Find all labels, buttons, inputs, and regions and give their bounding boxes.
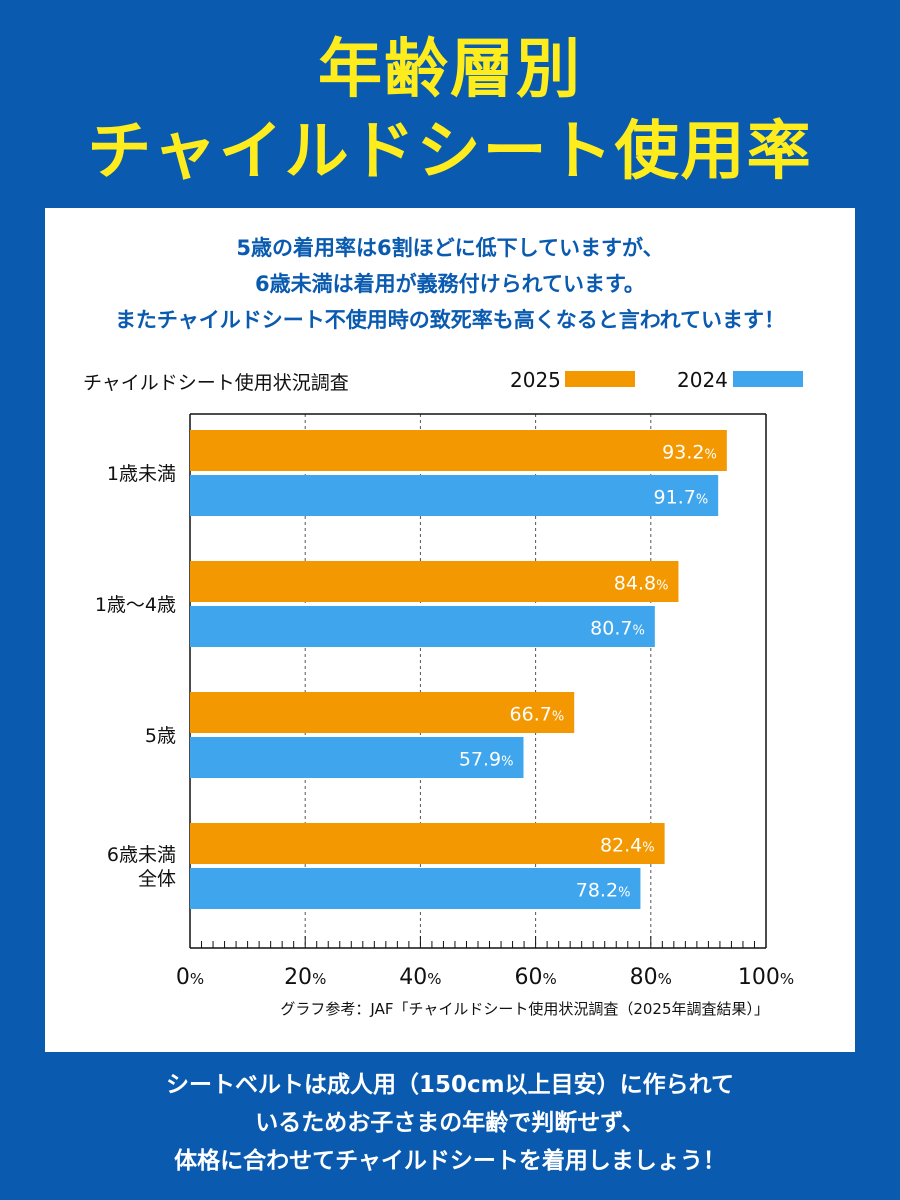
page-title-line1: 年齢層別 [318,33,582,107]
bar-2025 [190,430,727,471]
bar-value-label: 91.7% [654,487,709,509]
legend-label-2025: 2025 [510,368,561,392]
footer-line-3: 体格に合わせてチャイルドシートを着用しましょう！ [174,1148,726,1174]
content-panel: 5歳の着用率は6割ほどに低下していますが、 6歳未満は着用が義務付けられています… [45,208,855,1052]
bar-2025 [190,823,665,864]
bar-chart: 0% 20% 40% 60% 80% 100% 93.2% 91.7% 1歳未満 84.8% 80.… [95,413,794,1018]
chart-title: チャイルドシート使用状況調査 [83,372,349,394]
category-label: 6歳未満 [107,844,176,866]
bar-2024 [190,868,641,909]
bar-value-label: 84.8% [614,573,669,595]
category-label: 全体 [138,868,176,890]
bar-2024 [190,737,524,778]
intro-line-1: 5歳の着用率は6割ほどに低下していますが、 [236,236,664,260]
footer-line-1: シートベルトは成人用（150cm以上目安）に作られて [166,1072,734,1098]
bar-value-label: 93.2% [662,442,717,464]
bar-2025 [190,561,679,602]
bar-2025 [190,692,575,733]
x-tick-label: 60% [514,965,556,990]
bar-value-label: 66.7% [510,704,565,726]
category-label: 5歳 [145,725,176,747]
intro-line-2: 6歳未満は着用が義務付けられています。 [255,272,645,296]
bar-2024 [190,475,719,516]
x-tick-label: 40% [399,965,441,990]
x-tick-label: 20% [284,965,326,990]
bar-2024 [190,606,655,647]
page-title-line2: チャイルドシート使用率 [87,115,813,189]
intro-line-3: またチャイルドシート不使用時の致死率も高くなると言われています！ [114,308,786,332]
x-tick-label: 0% [176,965,204,990]
category-label: 1歳未満 [107,463,176,485]
bar-value-label: 57.9% [459,749,514,771]
footer-line-2: いるためお子さまの年齢で判断せず、 [255,1110,645,1136]
bar-value-label: 78.2% [576,880,631,902]
category-label: 1歳〜4歳 [95,594,176,616]
bar-value-label: 82.4% [600,835,655,857]
bar-value-label: 80.7% [590,618,645,640]
legend-swatch-2025 [565,371,635,387]
source-note: グラフ参考：JAF「チャイルドシート使用状況調査（2025年調査結果）」 [280,1000,769,1018]
legend-label-2024: 2024 [677,368,728,392]
x-tick-label: 80% [630,965,672,990]
legend-swatch-2024 [733,371,803,387]
x-tick-label: 100% [738,965,794,990]
